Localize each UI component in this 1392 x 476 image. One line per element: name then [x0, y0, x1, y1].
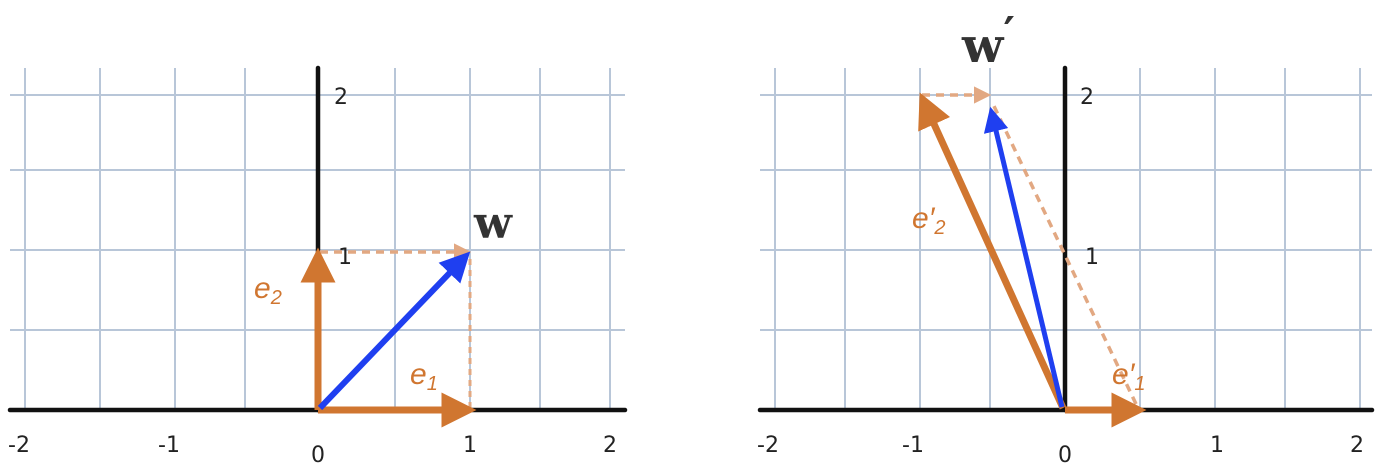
left-w-arrow [317, 251, 471, 411]
right-e2-label: e′2 [912, 202, 945, 239]
left-y-tick: 2 [334, 85, 348, 110]
left-w-label: w [473, 198, 513, 249]
left-e2-label: e2 [254, 272, 282, 309]
right-e1-label: e′1 [1112, 358, 1145, 395]
left-e1-label: e1 [410, 358, 438, 395]
left-x-tick: 0 [311, 443, 325, 468]
left-x-tick: -1 [158, 433, 180, 458]
right-y-tick: 1 [1085, 245, 1099, 270]
left-panel: -2 -1 0 1 2 1 2 e1 e2 w [7, 65, 628, 468]
right-x-tick: -2 [757, 433, 779, 458]
right-panel: -2 -1 0 1 2 1 2 e′1 e′2 w′ [757, 8, 1375, 468]
right-e2-arrow [918, 92, 1067, 410]
left-y-tick: 1 [338, 245, 352, 270]
right-w-prime-label: w′ [961, 8, 1015, 74]
right-x-tick: 1 [1210, 433, 1224, 458]
right-x-tick: 0 [1058, 443, 1072, 468]
left-x-tick: -2 [8, 433, 30, 458]
left-x-tick: 1 [463, 433, 477, 458]
right-x-tick: 2 [1350, 433, 1364, 458]
left-x-tick: 2 [603, 433, 617, 458]
right-y-tick: 2 [1080, 85, 1094, 110]
right-x-tick: -1 [902, 433, 924, 458]
right-w-arrow [983, 106, 1065, 408]
